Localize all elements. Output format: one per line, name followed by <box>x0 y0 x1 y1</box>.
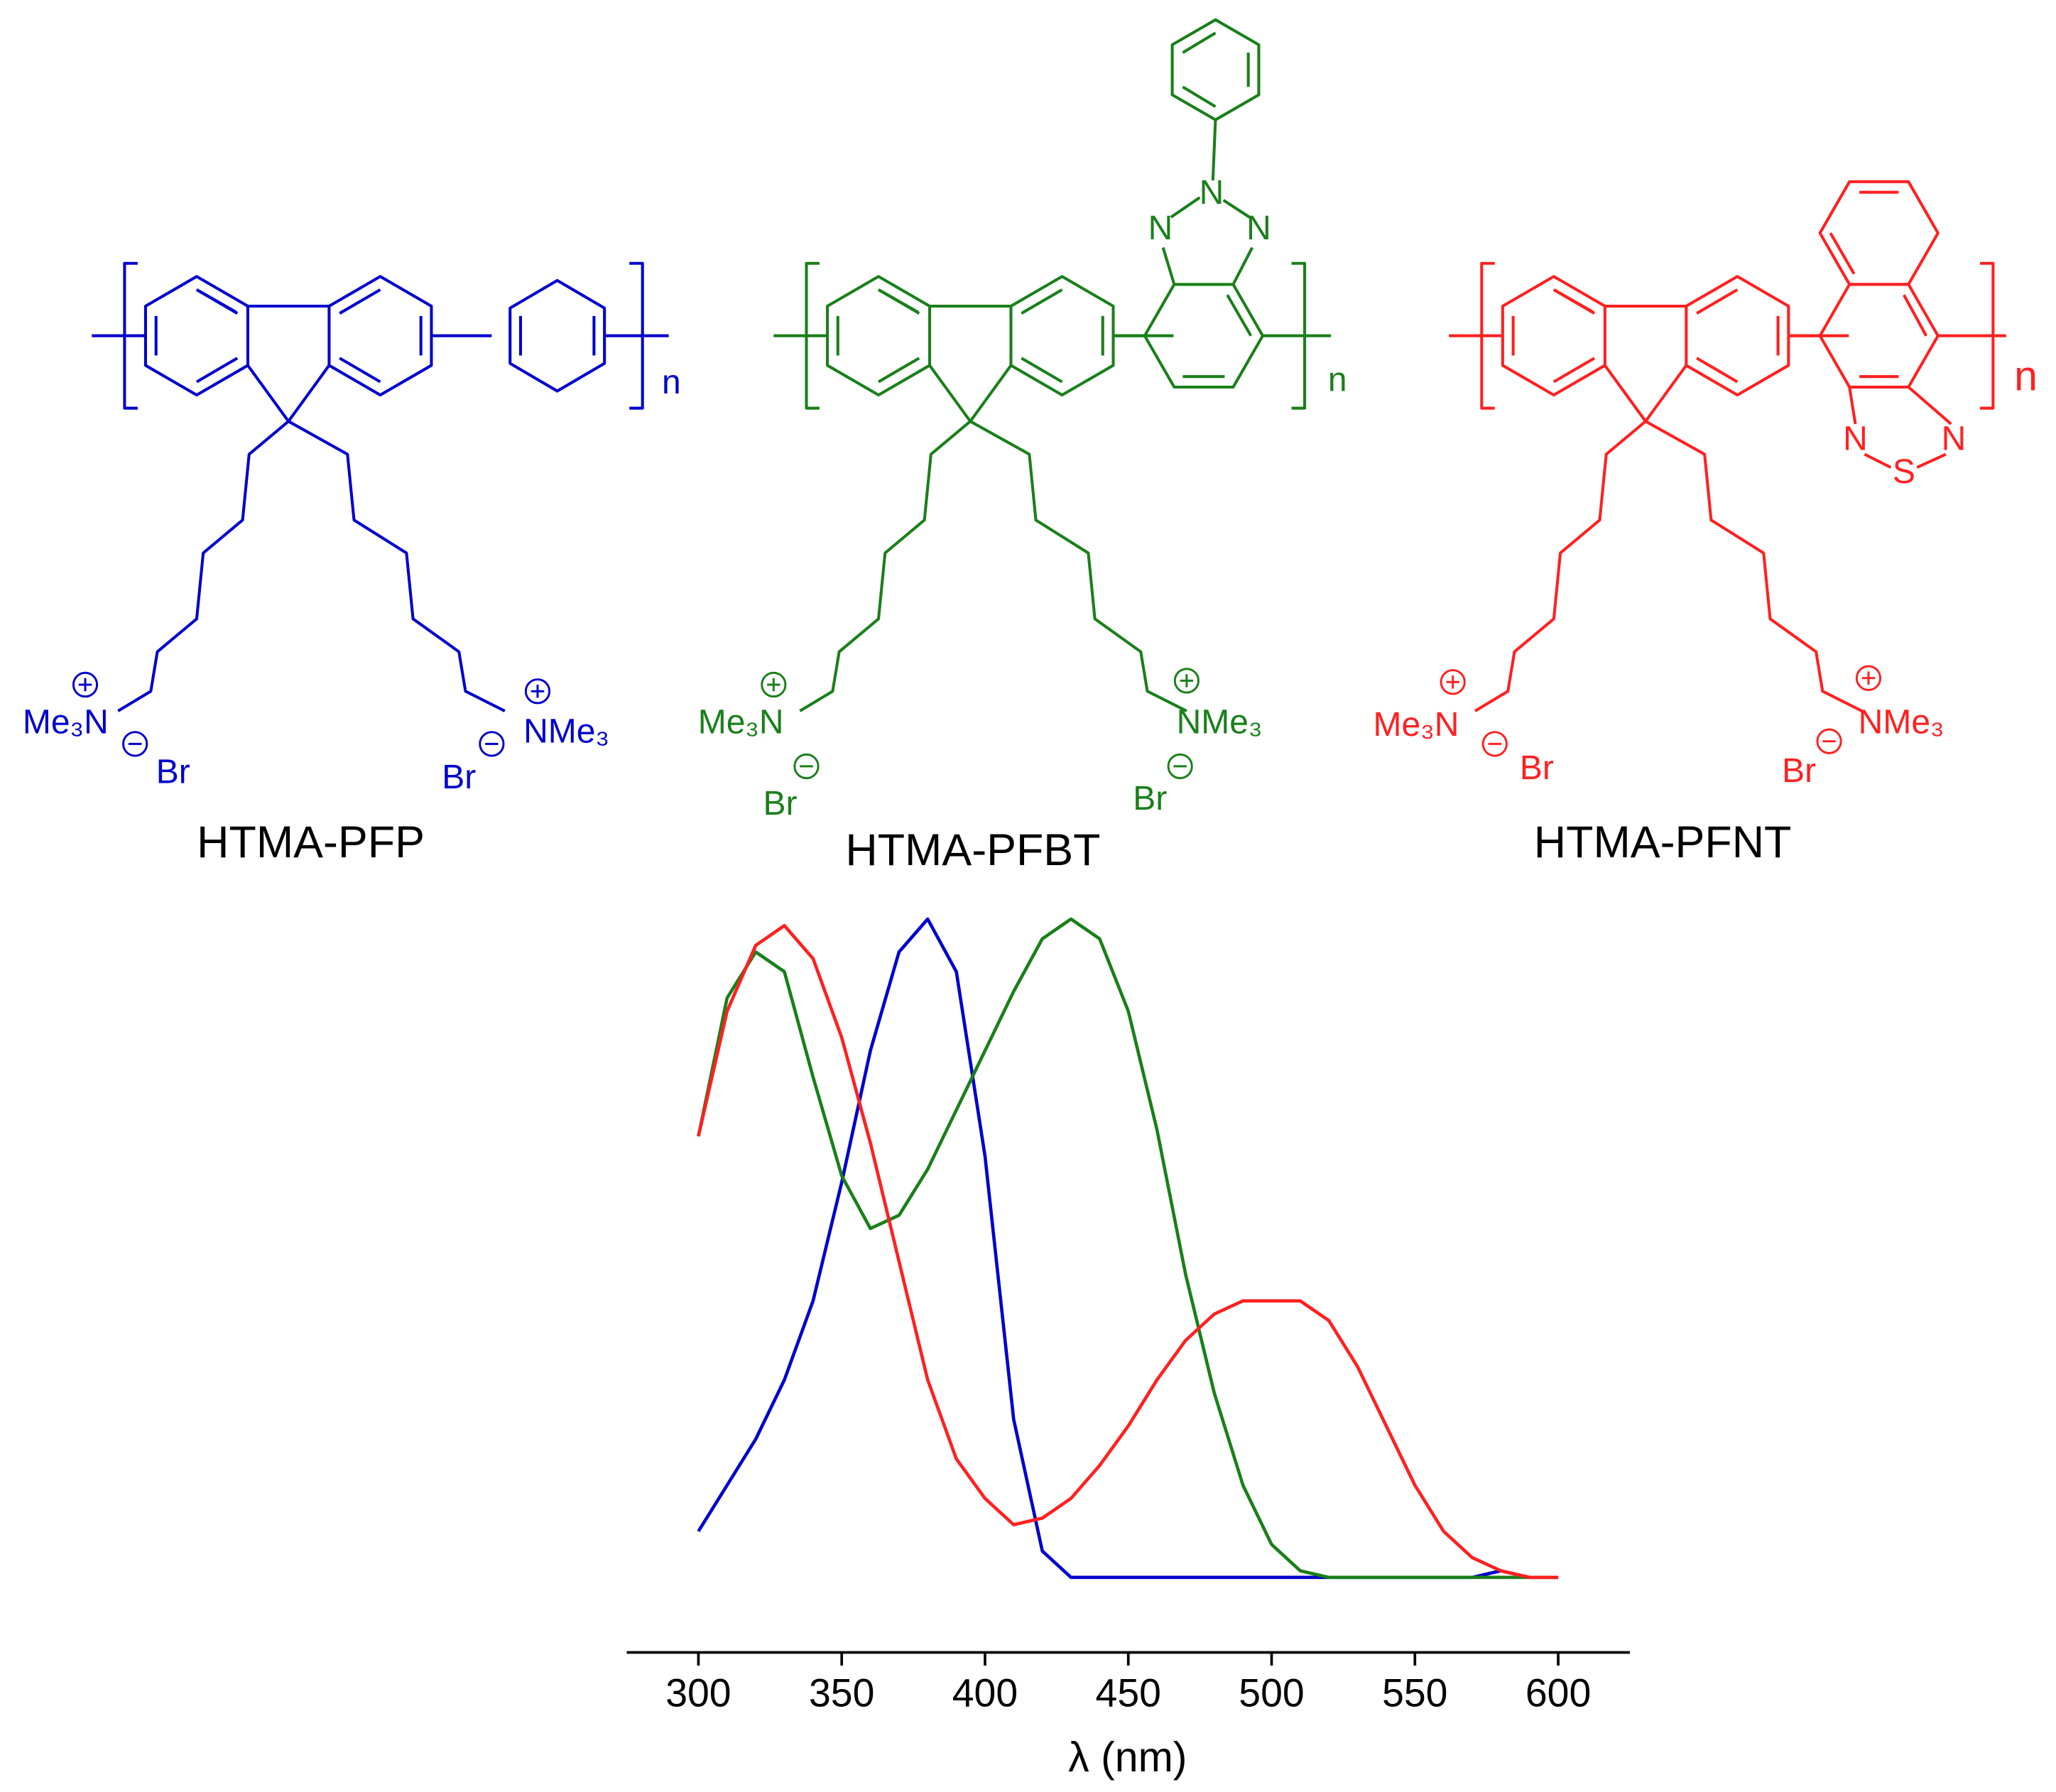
cation: Me₃N <box>698 702 784 741</box>
charge <box>1167 753 1193 780</box>
charge <box>1481 731 1508 757</box>
x-tick-label: 500 <box>1239 1671 1304 1715</box>
anion: Br <box>763 784 798 822</box>
naphthothiadiazole <box>1788 180 2006 469</box>
spectrum-line <box>697 923 1559 1580</box>
repeat-label: n <box>662 363 681 401</box>
structure-name: HTMA-PFNT <box>1534 818 1792 867</box>
charge <box>1440 669 1466 695</box>
structure-pfp: n Me₃N Br Br NMe₃ <box>23 261 681 796</box>
structure-pfnt: N S N n Me₃N Br Br NMe₃ <box>1374 180 2038 790</box>
charge <box>761 671 787 698</box>
charge <box>1816 728 1842 754</box>
x-tick-label: 350 <box>809 1671 874 1715</box>
fluorene-core <box>773 264 1187 711</box>
cation: NMe₃ <box>1859 702 1945 741</box>
anion: Br <box>1782 751 1816 790</box>
anion: Br <box>156 753 190 791</box>
cation: NMe₃ <box>523 712 609 750</box>
charge <box>793 753 820 780</box>
atom-label: N <box>1246 209 1271 247</box>
cation: Me₃N <box>23 702 109 741</box>
atom-label: N <box>1942 420 1967 458</box>
repeat-label: n <box>1328 360 1347 398</box>
benzotriazole <box>1113 18 1331 410</box>
x-tick-label: 600 <box>1525 1671 1591 1715</box>
x-tick-label: 450 <box>1096 1671 1161 1715</box>
anion: Br <box>1133 779 1167 818</box>
structure-pfbt: N N N n Me₃N Br NMe₃ Br <box>698 18 1347 822</box>
charge <box>1855 665 1882 691</box>
atom-label: N <box>1200 173 1224 212</box>
structure-name: HTMA-PFP <box>197 818 425 867</box>
charge <box>479 731 505 757</box>
x-tick-label: 550 <box>1382 1671 1447 1715</box>
x-tick-label: 400 <box>952 1671 1018 1715</box>
atom-label: N <box>1148 209 1173 247</box>
x-tick-label: 300 <box>665 1671 731 1715</box>
atom-label: N <box>1843 420 1868 458</box>
fluorene-core <box>1449 264 1862 711</box>
charge <box>122 731 148 757</box>
repeat-label: n <box>2014 352 2038 399</box>
anion: Br <box>1520 749 1554 787</box>
cation: Me₃N <box>1374 705 1459 744</box>
cation: NMe₃ <box>1177 702 1263 741</box>
phenyl <box>508 261 669 410</box>
charge <box>524 678 551 705</box>
fluorene-core <box>92 264 505 711</box>
spectrum-line <box>697 917 1559 1580</box>
x-axis-label: λ (nm) <box>1068 1733 1187 1781</box>
charge <box>1173 668 1200 694</box>
charge <box>72 671 99 698</box>
structure-name: HTMA-PFBT <box>845 825 1100 875</box>
atom-label: S <box>1893 452 1915 491</box>
anion: Br <box>442 758 476 796</box>
